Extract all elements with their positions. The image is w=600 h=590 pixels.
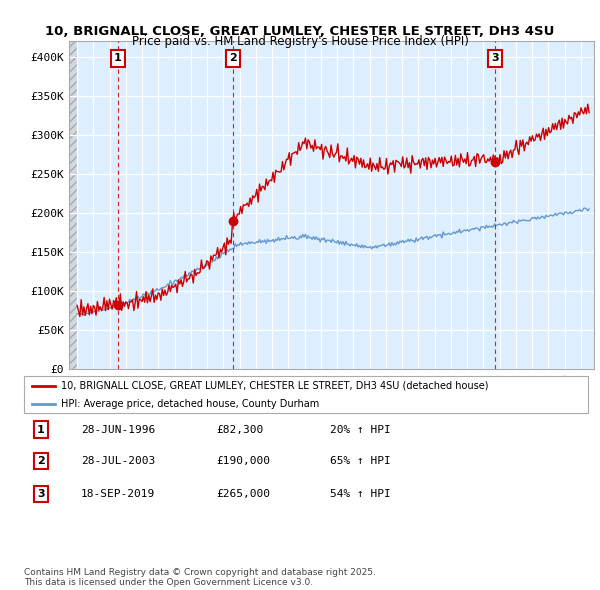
Text: 10, BRIGNALL CLOSE, GREAT LUMLEY, CHESTER LE STREET, DH3 4SU (detached house): 10, BRIGNALL CLOSE, GREAT LUMLEY, CHESTE…: [61, 381, 488, 391]
Text: 28-JUL-2003: 28-JUL-2003: [81, 457, 155, 466]
Text: £265,000: £265,000: [216, 489, 270, 499]
Text: 54% ↑ HPI: 54% ↑ HPI: [330, 489, 391, 499]
Text: Price paid vs. HM Land Registry's House Price Index (HPI): Price paid vs. HM Land Registry's House …: [131, 35, 469, 48]
Text: 28-JUN-1996: 28-JUN-1996: [81, 425, 155, 434]
Text: 10, BRIGNALL CLOSE, GREAT LUMLEY, CHESTER LE STREET, DH3 4SU: 10, BRIGNALL CLOSE, GREAT LUMLEY, CHESTE…: [46, 25, 554, 38]
Text: £82,300: £82,300: [216, 425, 263, 434]
Text: £190,000: £190,000: [216, 457, 270, 466]
Bar: [69, 41, 77, 369]
Text: HPI: Average price, detached house, County Durham: HPI: Average price, detached house, Coun…: [61, 399, 319, 409]
Text: 1: 1: [37, 425, 44, 434]
Text: Contains HM Land Registry data © Crown copyright and database right 2025.
This d: Contains HM Land Registry data © Crown c…: [24, 568, 376, 587]
Text: 3: 3: [37, 489, 44, 499]
FancyBboxPatch shape: [24, 376, 588, 413]
Text: 2: 2: [37, 457, 44, 466]
Text: 20% ↑ HPI: 20% ↑ HPI: [330, 425, 391, 434]
Text: 1: 1: [114, 54, 122, 64]
Text: 18-SEP-2019: 18-SEP-2019: [81, 489, 155, 499]
Text: 65% ↑ HPI: 65% ↑ HPI: [330, 457, 391, 466]
Text: 2: 2: [229, 54, 237, 64]
Text: 3: 3: [491, 54, 499, 64]
